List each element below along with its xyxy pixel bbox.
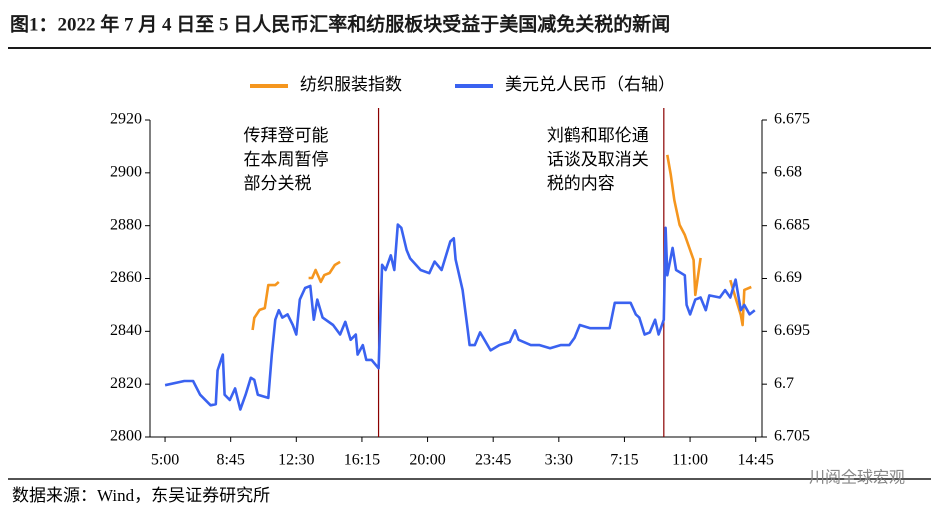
series-line <box>666 154 702 297</box>
x-tick-label: 16:15 <box>344 452 380 469</box>
y-tick-label: 2880 <box>110 216 142 233</box>
y2-tick-label: 6.685 <box>774 216 810 233</box>
y2-tick-label: 6.68 <box>774 164 802 181</box>
annotation: 传拜登可能 <box>244 126 329 145</box>
x-tick-label: 11:00 <box>672 452 708 469</box>
source-note: 数据来源：Wind，东吴证券研究所 <box>12 486 270 505</box>
x-tick-label: 8:45 <box>216 452 244 469</box>
x-tick-label: 12:30 <box>278 452 314 469</box>
watermark: 川阅全球宏观 <box>809 468 905 487</box>
annotation: 税的内容 <box>547 174 615 193</box>
x-tick-label: 3:30 <box>545 452 573 469</box>
annotation: 刘鹤和耶伦通 <box>547 126 649 145</box>
annotation: 部分关税 <box>244 174 312 193</box>
x-tick-label: 7:15 <box>610 452 638 469</box>
annotation: 话谈及取消关 <box>547 150 649 169</box>
legend-label: 纺织服装指数 <box>300 75 402 94</box>
y2-tick-label: 6.7 <box>774 375 794 392</box>
x-tick-label: 23:45 <box>475 452 511 469</box>
legend-label: 美元兑人民币（右轴） <box>505 75 675 94</box>
y-tick-label: 2860 <box>110 269 142 286</box>
y-tick-label: 2800 <box>110 428 142 445</box>
y2-tick-label: 6.69 <box>774 269 802 286</box>
series-line <box>164 223 756 411</box>
x-tick-label: 5:00 <box>151 452 179 469</box>
series-line <box>729 279 752 327</box>
y2-tick-label: 6.695 <box>774 322 810 339</box>
y2-tick-label: 6.705 <box>774 428 810 445</box>
chart-title: 图1：2022 年 7 月 4 日至 5 日人民币汇率和纺服板块受益于美国减免关… <box>10 12 670 35</box>
y-tick-label: 2820 <box>110 375 142 392</box>
series-line <box>251 280 280 331</box>
x-tick-label: 20:00 <box>409 452 445 469</box>
y-tick-label: 2840 <box>110 322 142 339</box>
y-tick-label: 2920 <box>110 111 142 128</box>
y-tick-label: 2900 <box>110 164 142 181</box>
annotation: 在本周暂停 <box>244 150 329 169</box>
x-tick-label: 14:45 <box>737 452 773 469</box>
y2-tick-label: 6.675 <box>774 111 810 128</box>
series-line <box>308 260 341 284</box>
